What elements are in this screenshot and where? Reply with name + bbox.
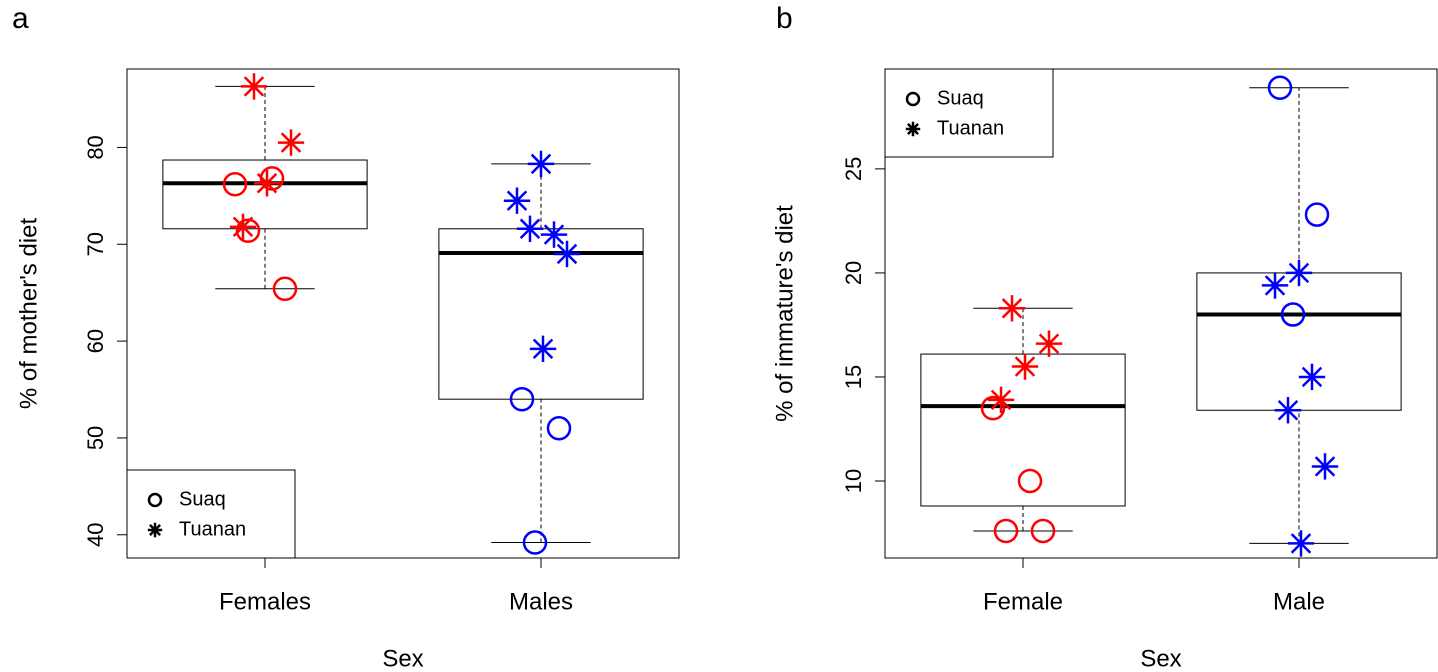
legend-marker xyxy=(147,522,163,538)
point xyxy=(1274,397,1302,424)
point xyxy=(229,213,257,241)
plot-frame xyxy=(126,68,680,559)
legend-marker xyxy=(905,91,921,107)
legend-box xyxy=(884,68,1054,158)
point xyxy=(980,395,1006,421)
point xyxy=(1035,330,1063,357)
y-tick-label: 60 xyxy=(83,329,108,353)
point xyxy=(522,530,548,555)
y-tick-label: 70 xyxy=(83,232,108,256)
point xyxy=(272,276,298,302)
point xyxy=(240,73,268,100)
point xyxy=(553,240,581,268)
point xyxy=(253,170,281,197)
legend-label: Suaq xyxy=(937,87,984,109)
legend: Suaq Tuanan xyxy=(884,68,1054,158)
point xyxy=(546,415,572,441)
x-tick-label: Female xyxy=(983,588,1063,615)
legend-marker xyxy=(147,492,163,508)
y-tick-label: 20 xyxy=(841,261,866,285)
panel-title: a xyxy=(12,2,29,35)
panel-title: b xyxy=(776,2,793,35)
point xyxy=(1287,530,1315,557)
point xyxy=(527,150,555,178)
point xyxy=(1304,202,1330,227)
point xyxy=(222,171,248,197)
x-tick-label: Males xyxy=(509,588,573,615)
point xyxy=(1030,518,1056,544)
x-axis-label: Sex xyxy=(382,645,423,672)
point xyxy=(529,335,557,363)
y-tick-label: 10 xyxy=(841,469,866,493)
legend-label: Tuanan xyxy=(179,518,246,540)
legend-label: Suaq xyxy=(179,488,226,510)
x-tick-label: Male xyxy=(1273,588,1325,615)
point xyxy=(1298,363,1326,391)
point xyxy=(1311,453,1339,480)
point xyxy=(998,295,1026,322)
point xyxy=(540,221,568,248)
point xyxy=(516,215,544,242)
y-tick-label: 25 xyxy=(841,157,866,181)
y-tick-label: 80 xyxy=(83,135,108,159)
plot-frame xyxy=(884,68,1438,559)
point xyxy=(277,129,305,156)
point xyxy=(1011,353,1039,380)
point xyxy=(993,518,1019,544)
point xyxy=(503,187,531,214)
point xyxy=(1261,272,1289,299)
y-axis-label: % of immature's diet xyxy=(771,205,798,422)
point xyxy=(1285,259,1313,287)
legend: Suaq Tuanan xyxy=(126,469,296,559)
box xyxy=(162,159,368,230)
box xyxy=(920,353,1126,507)
legend-box xyxy=(126,469,296,559)
legend-label: Tuanan xyxy=(937,117,1004,139)
point xyxy=(1267,75,1293,100)
x-axis-label: Sex xyxy=(1140,645,1181,672)
point xyxy=(509,386,535,412)
x-tick-label: Females xyxy=(219,588,311,615)
y-axis-label: % of mother's diet xyxy=(15,218,42,410)
point xyxy=(235,218,261,243)
y-tick-label: 40 xyxy=(83,523,108,547)
point xyxy=(1017,468,1043,494)
y-tick-label: 15 xyxy=(841,365,866,389)
point xyxy=(987,386,1015,414)
y-tick-label: 50 xyxy=(83,426,108,450)
point xyxy=(1280,302,1306,327)
box xyxy=(1196,272,1402,411)
legend-marker xyxy=(905,121,921,137)
